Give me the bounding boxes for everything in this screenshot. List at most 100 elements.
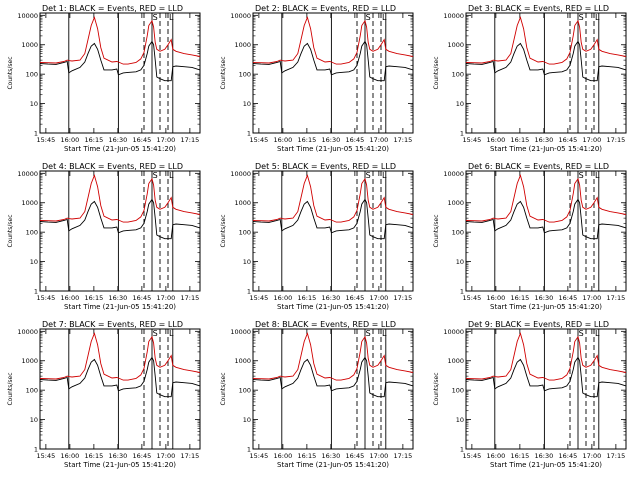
x-tick-label: 16:30 <box>322 294 341 302</box>
x-tick-label: 15:45 <box>250 452 269 460</box>
y-tick-label: 1 <box>34 288 38 296</box>
x-tick-label: 17:15 <box>607 136 626 144</box>
x-tick-label: 15:45 <box>37 136 56 144</box>
y-axis-label: Counts/sec <box>433 372 440 405</box>
y-tick-label: 10 <box>456 258 464 266</box>
region-label: S <box>579 171 584 180</box>
x-tick-label: 16:00 <box>487 452 506 460</box>
plot-frame <box>465 328 627 450</box>
x-tick-label: 17:15 <box>394 294 413 302</box>
series-lld <box>465 15 627 65</box>
region-label: L <box>595 13 600 22</box>
region-label: L <box>382 171 387 180</box>
x-tick-label: 16:00 <box>487 136 506 144</box>
panel-det-4: Det 4: BLACK = Events, RED = LLD Counts/s… <box>7 162 201 311</box>
x-tick-label: 17:00 <box>583 294 602 302</box>
x-tick-label: 16:15 <box>511 452 530 460</box>
x-tick-label: 17:00 <box>583 452 602 460</box>
y-tick-label: 10 <box>30 416 38 424</box>
x-tick-label: 16:30 <box>322 452 341 460</box>
x-tick-label: 16:45 <box>133 136 152 144</box>
x-tick-label: 16:00 <box>61 452 80 460</box>
plot-frame <box>252 170 414 292</box>
y-axis-label: Counts/sec <box>7 372 14 405</box>
y-tick-label: 100 <box>239 387 251 395</box>
y-tick-label: 10 <box>456 416 464 424</box>
plot-frame <box>252 12 414 134</box>
y-tick-label: 1 <box>460 288 464 296</box>
y-tick-label: 10000 <box>17 170 38 178</box>
panel-title: Det 9: BLACK = Events, RED = LLD <box>468 320 609 329</box>
series-events <box>39 40 201 82</box>
x-tick-label: 16:00 <box>487 294 506 302</box>
y-axis-label: Counts/sec <box>433 56 440 89</box>
x-tick-label: 15:45 <box>463 294 482 302</box>
x-tick-label: 16:15 <box>511 136 530 144</box>
panel-title: Det 8: BLACK = Events, RED = LLD <box>255 320 396 329</box>
y-tick-label: 10 <box>243 416 251 424</box>
panel-title: Det 1: BLACK = Events, RED = LLD <box>42 4 183 13</box>
y-tick-label: 10000 <box>230 170 251 178</box>
x-tick-label: 16:45 <box>133 452 152 460</box>
x-tick-label: 15:45 <box>250 136 269 144</box>
panel-title: Det 7: BLACK = Events, RED = LLD <box>42 320 183 329</box>
y-axis-label: Counts/sec <box>220 214 227 247</box>
y-tick-label: 10 <box>243 100 251 108</box>
x-axis-label: Start Time (21-Jun-05 15:41:20) <box>490 461 602 469</box>
x-tick-label: 15:45 <box>463 136 482 144</box>
y-tick-label: 100 <box>26 387 38 395</box>
x-tick-label: 17:00 <box>583 136 602 144</box>
x-tick-label: 16:45 <box>559 294 578 302</box>
series-lld <box>465 331 627 381</box>
x-tick-label: 16:15 <box>85 294 104 302</box>
y-tick-label: 100 <box>452 229 464 237</box>
x-tick-label: 17:00 <box>157 452 176 460</box>
y-tick-label: 1000 <box>234 41 251 49</box>
x-tick-label: 17:15 <box>181 452 200 460</box>
series-events <box>465 356 627 398</box>
panel-det-1: Det 1: BLACK = Events, RED = LLD Counts/s… <box>7 4 201 153</box>
y-axis-label: Counts/sec <box>220 372 227 405</box>
x-tick-label: 16:15 <box>298 452 317 460</box>
panel-det-6: Det 6: BLACK = Events, RED = LLD Counts/s… <box>433 162 627 311</box>
x-tick-label: 16:30 <box>535 452 554 460</box>
x-axis-label: Start Time (21-Jun-05 15:41:20) <box>277 145 389 153</box>
x-tick-label: 16:15 <box>298 294 317 302</box>
series-lld <box>39 173 201 223</box>
x-axis-label: Start Time (21-Jun-05 15:41:20) <box>64 303 176 311</box>
x-tick-label: 17:00 <box>370 452 389 460</box>
x-tick-label: 16:00 <box>274 294 293 302</box>
panel-title: Det 3: BLACK = Events, RED = LLD <box>468 4 609 13</box>
x-tick-label: 17:00 <box>157 294 176 302</box>
series-events <box>39 198 201 240</box>
y-tick-label: 10000 <box>443 328 464 336</box>
x-tick-label: 16:00 <box>274 136 293 144</box>
region-label: L <box>382 329 387 338</box>
x-tick-label: 17:15 <box>394 136 413 144</box>
y-tick-label: 1 <box>460 446 464 454</box>
y-tick-label: 10000 <box>17 12 38 20</box>
x-tick-label: 17:15 <box>181 294 200 302</box>
series-lld <box>39 331 201 381</box>
x-tick-label: 15:45 <box>250 294 269 302</box>
y-tick-label: 100 <box>452 387 464 395</box>
x-tick-label: 16:45 <box>346 136 365 144</box>
x-tick-label: 16:45 <box>133 294 152 302</box>
x-tick-label: 17:15 <box>394 452 413 460</box>
x-axis-label: Start Time (21-Jun-05 15:41:20) <box>277 303 389 311</box>
panel-title: Det 4: BLACK = Events, RED = LLD <box>42 162 183 171</box>
x-tick-label: 16:15 <box>85 452 104 460</box>
y-tick-label: 1 <box>34 130 38 138</box>
series-lld <box>39 15 201 65</box>
x-tick-label: 17:15 <box>607 294 626 302</box>
y-axis-label: Counts/sec <box>7 214 14 247</box>
x-tick-label: 16:15 <box>511 294 530 302</box>
x-tick-label: 16:30 <box>109 294 128 302</box>
y-tick-label: 1000 <box>21 357 38 365</box>
x-axis-label: Start Time (21-Jun-05 15:41:20) <box>277 461 389 469</box>
series-events <box>252 356 414 398</box>
y-tick-label: 100 <box>26 229 38 237</box>
x-tick-label: 17:00 <box>370 294 389 302</box>
panel-det-3: Det 3: BLACK = Events, RED = LLD Counts/s… <box>433 4 627 153</box>
